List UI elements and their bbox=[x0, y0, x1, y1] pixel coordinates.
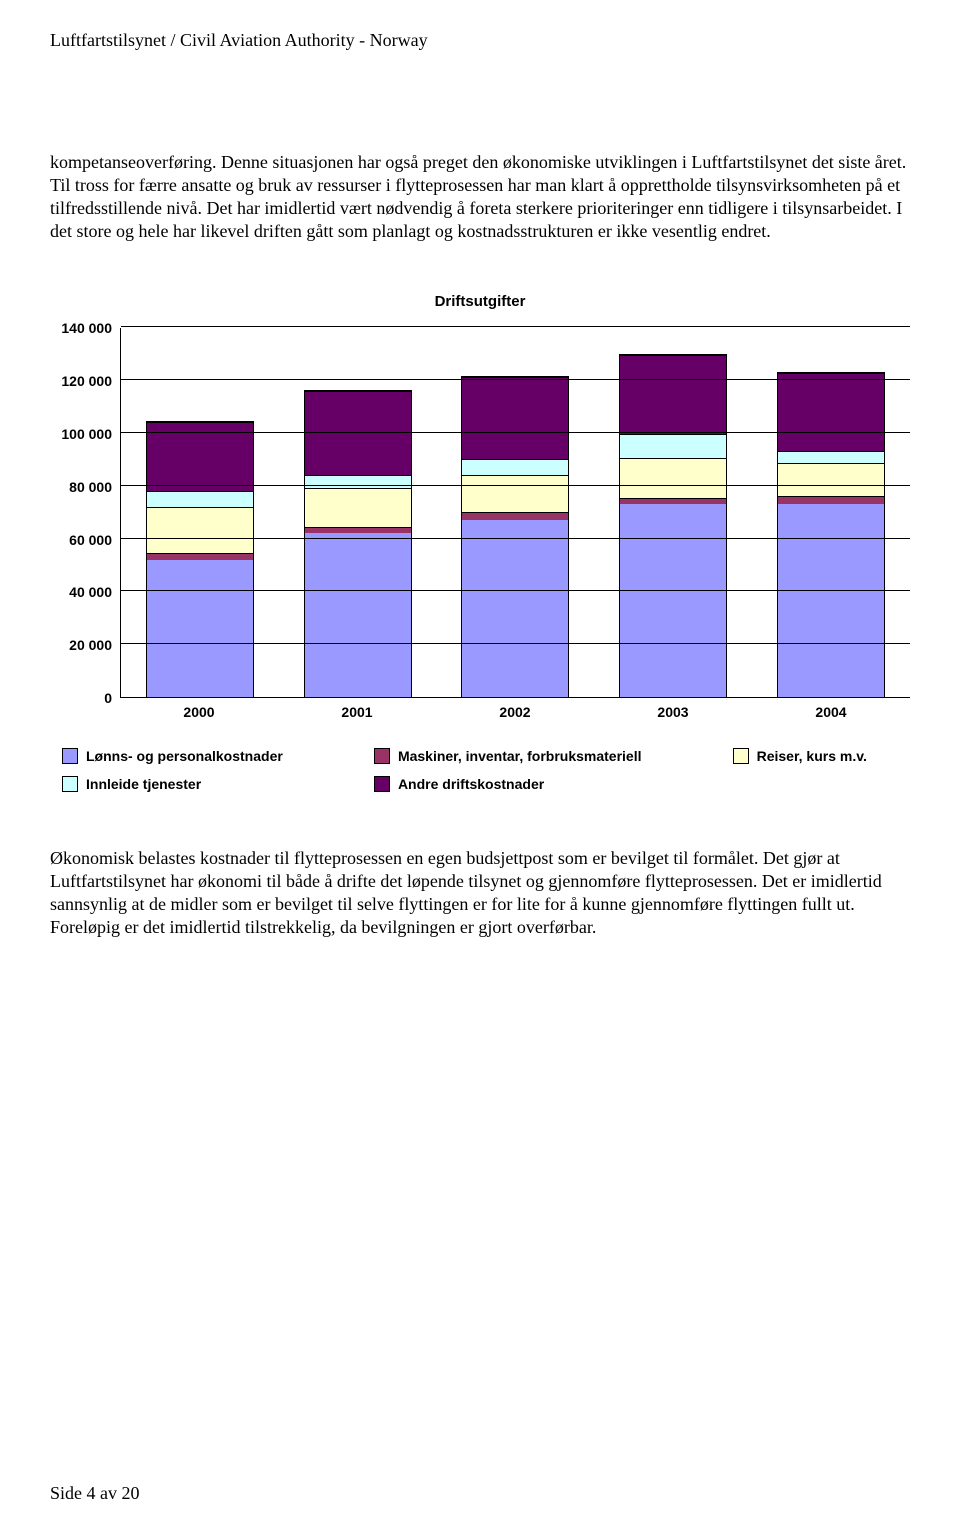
y-tick-label: 100 000 bbox=[61, 426, 112, 442]
legend-item: Innleide tjenester bbox=[62, 776, 326, 792]
gridline bbox=[121, 643, 910, 644]
gridline bbox=[121, 590, 910, 591]
bar-segment bbox=[462, 459, 568, 475]
bar-segment bbox=[778, 373, 884, 451]
legend-swatch bbox=[62, 776, 78, 792]
y-tick-label: 140 000 bbox=[61, 320, 112, 336]
bar bbox=[619, 354, 727, 697]
gridline bbox=[121, 379, 910, 380]
legend-label: Lønns- og personalkostnader bbox=[86, 748, 283, 764]
legend-swatch bbox=[374, 776, 390, 792]
paragraph-2: Økonomisk belastes kostnader til flyttep… bbox=[50, 847, 910, 939]
legend-item: Andre driftskostnader bbox=[374, 776, 685, 792]
legend-label: Maskiner, inventar, forbruksmateriell bbox=[398, 748, 642, 764]
legend-label: Reiser, kurs m.v. bbox=[757, 748, 867, 764]
bar-segment bbox=[778, 504, 884, 697]
bar-segment bbox=[620, 355, 726, 434]
y-tick-label: 120 000 bbox=[61, 373, 112, 389]
gridline bbox=[121, 538, 910, 539]
page-footer: Side 4 av 20 bbox=[50, 1483, 140, 1504]
bar-segment bbox=[147, 560, 253, 697]
x-axis: 2000 2001 2002 2003 2004 bbox=[120, 698, 910, 720]
gridline bbox=[121, 432, 910, 433]
bar-segment bbox=[620, 458, 726, 498]
driftsutgifter-chart: Driftsutgifter 0 20 000 40 000 60 000 80 000… bbox=[50, 293, 910, 792]
bar-segment bbox=[305, 475, 411, 488]
y-tick-label: 20 000 bbox=[69, 637, 112, 653]
bar bbox=[777, 372, 885, 697]
bar-segment bbox=[462, 475, 568, 512]
bar-segment bbox=[462, 377, 568, 459]
page-header: Luftfartstilsynet / Civil Aviation Autho… bbox=[50, 30, 910, 51]
x-tick-label: 2003 bbox=[623, 704, 723, 720]
legend-item: Lønns- og personalkostnader bbox=[62, 748, 326, 764]
bar-segment bbox=[147, 507, 253, 553]
bar-segment bbox=[778, 496, 884, 504]
bar-segment bbox=[462, 520, 568, 697]
gridline bbox=[121, 485, 910, 486]
bar-segment bbox=[620, 434, 726, 458]
bar bbox=[146, 421, 254, 697]
paragraph-1: kompetanseoverføring. Denne situasjonen … bbox=[50, 151, 910, 243]
x-tick-label: 2004 bbox=[781, 704, 881, 720]
bar-segment bbox=[147, 553, 253, 560]
x-tick-label: 2000 bbox=[149, 704, 249, 720]
bar-segment bbox=[778, 463, 884, 496]
bar-segment bbox=[620, 498, 726, 505]
bar-segment bbox=[305, 533, 411, 697]
y-tick-label: 40 000 bbox=[69, 584, 112, 600]
y-tick-label: 80 000 bbox=[69, 479, 112, 495]
bars-container bbox=[121, 328, 910, 697]
chart-title: Driftsutgifter bbox=[50, 293, 910, 310]
x-tick-label: 2001 bbox=[307, 704, 407, 720]
legend-label: Innleide tjenester bbox=[86, 776, 201, 792]
bar-segment bbox=[305, 527, 411, 534]
plot-area bbox=[120, 328, 910, 698]
y-axis: 020 00040 00060 00080 000100 000120 0001… bbox=[50, 328, 120, 698]
y-tick-label: 60 000 bbox=[69, 532, 112, 548]
legend-swatch bbox=[733, 748, 749, 764]
legend-item: Reiser, kurs m.v. bbox=[733, 748, 910, 764]
x-tick-label: 2002 bbox=[465, 704, 565, 720]
y-tick-label: 0 bbox=[104, 690, 112, 706]
legend-swatch bbox=[374, 748, 390, 764]
legend-label: Andre driftskostnader bbox=[398, 776, 544, 792]
legend-item: Maskiner, inventar, forbruksmateriell bbox=[374, 748, 685, 764]
bar bbox=[304, 390, 412, 698]
bar-segment bbox=[620, 504, 726, 697]
bar-segment bbox=[147, 491, 253, 507]
gridline bbox=[121, 326, 910, 327]
bar-segment bbox=[305, 488, 411, 526]
bar-segment bbox=[305, 391, 411, 476]
chart-legend: Lønns- og personalkostnader Maskiner, inv… bbox=[62, 748, 910, 792]
bar-segment bbox=[778, 451, 884, 463]
legend-swatch bbox=[62, 748, 78, 764]
bar-segment bbox=[462, 512, 568, 520]
